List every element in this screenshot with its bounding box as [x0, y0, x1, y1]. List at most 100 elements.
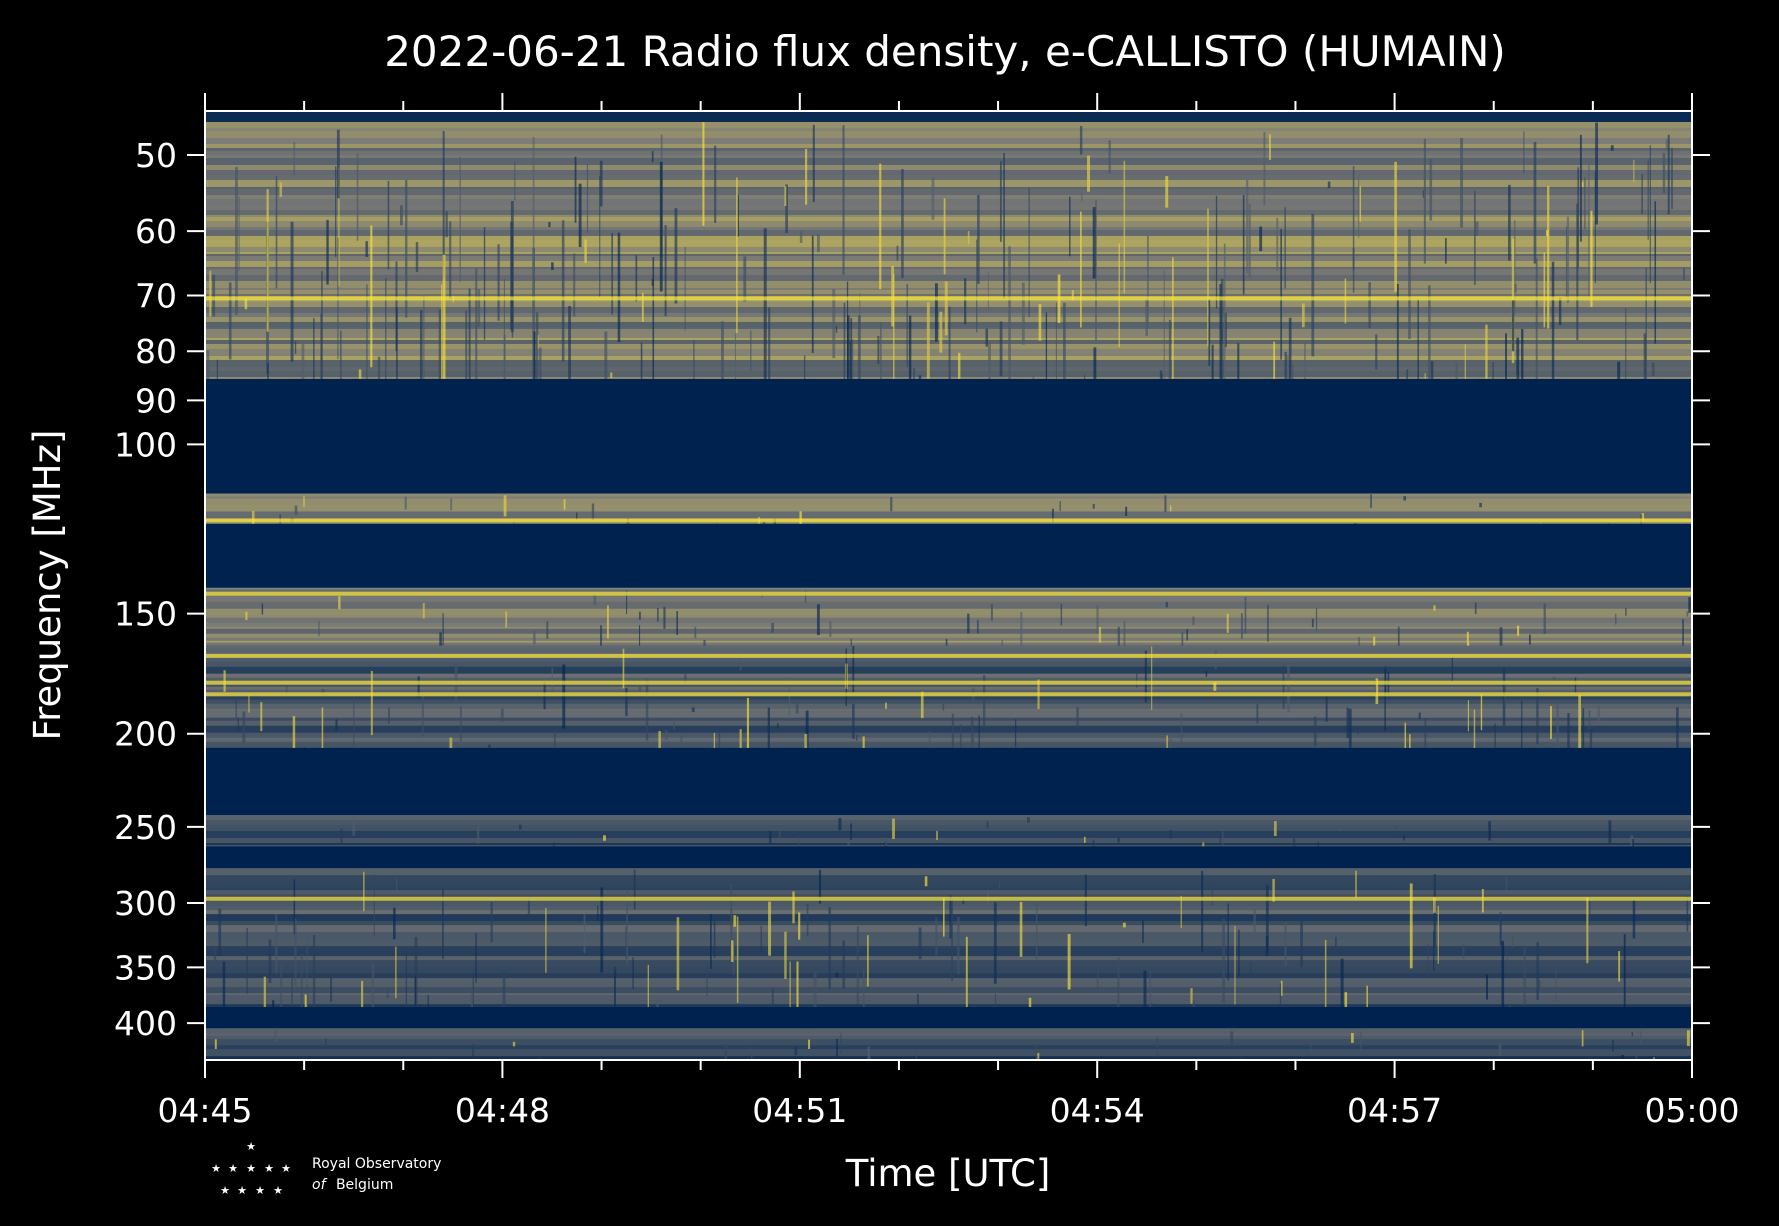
- burst-streak: [1417, 299, 1419, 379]
- burst-streak: [647, 964, 649, 1008]
- burst-streak: [625, 926, 627, 959]
- burst-streak: [799, 231, 803, 243]
- burst-streak: [651, 151, 654, 163]
- burst-streak: [548, 222, 551, 228]
- band-stripe: [205, 220, 1692, 227]
- burst-streak: [373, 874, 375, 936]
- burst-streak: [1020, 611, 1023, 646]
- burst-streak: [237, 717, 239, 731]
- burst-streak: [1008, 246, 1011, 379]
- y-tick-label: 150: [114, 595, 177, 634]
- burst-streak: [1608, 820, 1612, 843]
- band-stripe: [205, 993, 1692, 996]
- burst-streak: [724, 1044, 727, 1060]
- rob-logo: ★ ★ ★ ★ ★ ★ ★ ★ ★ ★ Royal Observatory of Belgium: [211, 1140, 441, 1197]
- burst-streak: [445, 211, 448, 238]
- burst-streak: [465, 310, 468, 379]
- burst-streak: [263, 976, 266, 1008]
- burst-streak: [1686, 611, 1689, 617]
- burst-streak: [1310, 1038, 1312, 1055]
- burst-streak: [836, 1038, 838, 1057]
- burst-streak: [1028, 187, 1030, 318]
- burst-streak: [1227, 903, 1229, 981]
- burst-streak: [663, 606, 666, 629]
- burst-streak: [684, 246, 686, 331]
- y-axis: 50 60 70 80 90 100 150 200 250 300 350 400: [114, 136, 1710, 1043]
- band-stripe: [205, 640, 1692, 643]
- burst-streak: [294, 918, 297, 987]
- band-stripe: [205, 666, 1692, 674]
- burst-streak: [1651, 362, 1655, 377]
- burst-streak: [1242, 195, 1245, 295]
- burst-streak: [1430, 361, 1434, 379]
- x-tick-label: 04:48: [455, 1091, 550, 1130]
- burst-streak: [776, 723, 779, 729]
- burst-streak: [750, 330, 752, 372]
- burst-streak: [1586, 897, 1589, 964]
- burst-streak: [804, 590, 807, 603]
- band-stripe: [205, 316, 1692, 322]
- burst-streak: [999, 161, 1002, 242]
- burst-streak: [1165, 602, 1168, 608]
- burst-streak: [1098, 627, 1102, 643]
- burst-streak: [1201, 870, 1204, 952]
- burst-streak: [803, 355, 806, 379]
- burst-streak: [739, 654, 742, 671]
- burst-streak: [553, 729, 556, 749]
- burst-streak: [1355, 870, 1357, 898]
- band-stripe: [205, 127, 1692, 131]
- burst-streak: [1084, 374, 1086, 379]
- burst-streak: [967, 231, 970, 244]
- burst-streak: [962, 897, 965, 905]
- band-stripe: [205, 1004, 1692, 1008]
- band-stripe: [205, 695, 1692, 700]
- burst-streak: [1509, 1005, 1511, 1008]
- burst-streak: [1566, 216, 1570, 303]
- burst-streak: [1595, 122, 1599, 225]
- logo-star-icon: ★: [281, 1162, 291, 1175]
- burst-streak: [936, 830, 938, 841]
- bright-line: [205, 296, 1692, 301]
- x-tick-label: 04:54: [1050, 1091, 1145, 1130]
- burst-streak: [361, 980, 364, 1008]
- burst-streak: [1464, 344, 1466, 379]
- burst-streak: [336, 129, 340, 199]
- burst-streak: [1427, 943, 1429, 978]
- band-stripe: [205, 289, 1692, 294]
- burst-streak: [597, 905, 599, 922]
- burst-streak: [1071, 290, 1074, 301]
- burst-streak: [818, 869, 822, 904]
- burst-streak: [944, 281, 948, 336]
- burst-streak: [948, 306, 951, 379]
- burst-streak: [842, 125, 845, 275]
- burst-streak: [563, 499, 566, 510]
- burst-streak: [674, 208, 678, 304]
- burst-streak: [475, 932, 477, 983]
- burst-streak: [622, 648, 625, 689]
- burst-streak: [916, 1050, 918, 1060]
- burst-streak: [805, 710, 809, 749]
- burst-streak: [533, 630, 536, 645]
- burst-streak: [1408, 734, 1411, 749]
- burst-streak: [442, 889, 444, 960]
- logo-line2-italic: of: [312, 1177, 328, 1193]
- band-stripe: [205, 154, 1692, 158]
- burst-streak: [680, 733, 683, 748]
- burst-streak: [385, 278, 387, 379]
- burst-streak: [313, 318, 315, 379]
- burst-streak: [957, 916, 960, 975]
- burst-streak: [731, 940, 734, 963]
- burst-streak: [1588, 710, 1591, 730]
- burst-streak: [574, 156, 577, 223]
- burst-streak: [943, 198, 946, 275]
- burst-streak: [847, 841, 850, 847]
- band-stripe: [205, 875, 1692, 883]
- burst-streak: [999, 321, 1003, 377]
- burst-streak: [405, 952, 408, 1008]
- burst-streak: [1092, 207, 1096, 279]
- burst-streak: [917, 993, 919, 1008]
- frequency-band: [205, 111, 1692, 122]
- band-stripe: [205, 130, 1692, 138]
- burst-streak: [959, 724, 962, 748]
- burst-streak: [1424, 373, 1426, 379]
